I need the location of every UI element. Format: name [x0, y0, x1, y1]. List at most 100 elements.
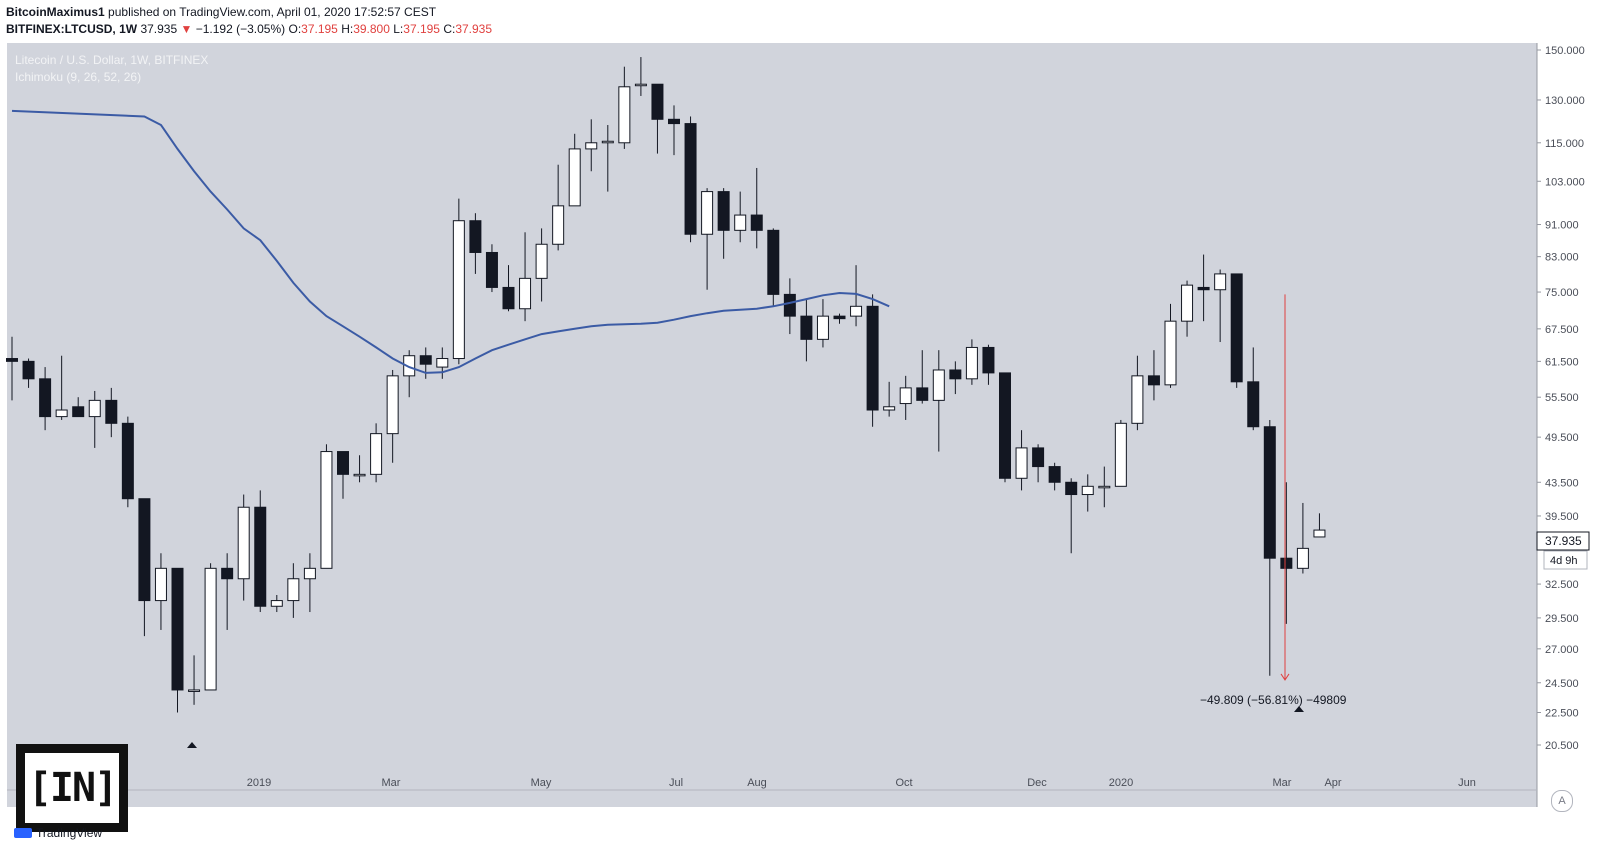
- candle[interactable]: [1230, 273, 1243, 388]
- time-tick-label: Mar: [1273, 777, 1292, 789]
- candle[interactable]: [585, 119, 598, 172]
- candle[interactable]: [72, 397, 85, 418]
- candle[interactable]: [535, 228, 548, 302]
- candle[interactable]: [932, 350, 945, 452]
- candle[interactable]: [171, 567, 184, 713]
- candle[interactable]: [1131, 355, 1144, 431]
- candle[interactable]: [469, 213, 482, 274]
- candle[interactable]: [850, 265, 863, 327]
- candle[interactable]: [883, 381, 896, 417]
- candle[interactable]: [783, 278, 796, 335]
- candle[interactable]: [386, 369, 399, 463]
- candle[interactable]: [55, 355, 68, 420]
- candle[interactable]: [916, 350, 929, 404]
- candle[interactable]: [1015, 430, 1028, 491]
- candle[interactable]: [767, 228, 780, 307]
- candle[interactable]: [154, 553, 167, 630]
- candle[interactable]: [138, 498, 151, 637]
- plot-area[interactable]: [7, 43, 1537, 807]
- candle[interactable]: [105, 387, 118, 438]
- candle[interactable]: [519, 232, 532, 322]
- candle[interactable]: [1147, 350, 1160, 401]
- candle-body: [1065, 481, 1078, 496]
- candle[interactable]: [1048, 462, 1061, 491]
- candle[interactable]: [204, 563, 217, 691]
- candle[interactable]: [452, 198, 465, 365]
- candle[interactable]: [1164, 303, 1177, 388]
- candle[interactable]: [552, 164, 565, 251]
- candle[interactable]: [899, 375, 912, 420]
- candle[interactable]: [1296, 502, 1309, 574]
- price-tick-label: 24.500: [1545, 678, 1579, 690]
- author-name[interactable]: BitcoinMaximus1: [6, 5, 105, 19]
- candle[interactable]: [1313, 513, 1326, 538]
- candle[interactable]: [1081, 474, 1094, 512]
- candle[interactable]: [121, 416, 134, 508]
- legend-indicator[interactable]: Ichimoku (9, 26, 52, 26): [15, 70, 141, 84]
- candle[interactable]: [1247, 347, 1260, 431]
- candle[interactable]: [320, 444, 333, 569]
- candle[interactable]: [1181, 280, 1194, 337]
- candle[interactable]: [1280, 482, 1293, 624]
- candle[interactable]: [668, 105, 680, 156]
- auto-scale-button[interactable]: A: [1551, 790, 1573, 812]
- candle[interactable]: [237, 494, 250, 601]
- candle-body: [270, 600, 283, 607]
- candle[interactable]: [353, 455, 366, 483]
- candle[interactable]: [982, 344, 995, 385]
- candle[interactable]: [39, 367, 52, 431]
- candle[interactable]: [502, 265, 515, 312]
- candle[interactable]: [1197, 254, 1210, 322]
- candle[interactable]: [88, 390, 101, 448]
- candle[interactable]: [221, 553, 234, 630]
- candle-body: [1214, 273, 1227, 291]
- candle[interactable]: [337, 451, 349, 499]
- candle[interactable]: [485, 244, 498, 293]
- candle[interactable]: [188, 655, 201, 705]
- candle[interactable]: [436, 347, 449, 379]
- candle[interactable]: [816, 299, 829, 348]
- candle[interactable]: [866, 294, 879, 427]
- candle[interactable]: [701, 188, 714, 290]
- candle[interactable]: [303, 553, 316, 613]
- candle[interactable]: [6, 336, 18, 401]
- candle[interactable]: [651, 83, 664, 154]
- candle-body: [303, 567, 316, 580]
- candle[interactable]: [734, 191, 747, 243]
- candle[interactable]: [254, 490, 267, 613]
- candle[interactable]: [601, 125, 614, 192]
- candle[interactable]: [568, 133, 581, 207]
- candle-body: [1280, 557, 1293, 569]
- candle[interactable]: [618, 66, 631, 149]
- time-tick-label: Apr: [1324, 777, 1341, 789]
- candle[interactable]: [800, 299, 813, 362]
- tradingview-logo[interactable]: TradingView: [14, 826, 102, 840]
- price-axis[interactable]: 150.000 130.000 115.000 103.000 91.000 83.000…: [1537, 45, 1585, 752]
- publish-text: published on TradingView.com, April 01, …: [108, 5, 437, 19]
- candle[interactable]: [684, 116, 697, 243]
- candle-body: [204, 567, 217, 691]
- candle[interactable]: [1263, 419, 1276, 676]
- candle[interactable]: [1114, 419, 1127, 487]
- candle-body: [932, 369, 945, 401]
- candle[interactable]: [370, 423, 383, 483]
- candle[interactable]: [833, 313, 846, 324]
- candle[interactable]: [1032, 444, 1045, 483]
- candle[interactable]: [1065, 478, 1078, 554]
- candle-series[interactable]: [6, 57, 1326, 713]
- candle[interactable]: [270, 594, 283, 613]
- candle[interactable]: [999, 372, 1011, 483]
- candle[interactable]: [949, 361, 962, 395]
- candle[interactable]: [965, 339, 978, 385]
- candle[interactable]: [634, 57, 647, 96]
- candle[interactable]: [22, 358, 35, 388]
- candle[interactable]: [287, 563, 300, 618]
- candle[interactable]: [1214, 269, 1227, 343]
- time-axis[interactable]: 2019 Mar May Jul Aug Oct Dec 2020 Mar Apr Jun: [247, 777, 1476, 789]
- time-tick-label: 2020: [1109, 777, 1133, 789]
- candle[interactable]: [403, 350, 416, 398]
- candle[interactable]: [750, 167, 763, 249]
- candle[interactable]: [717, 188, 730, 259]
- candle[interactable]: [1098, 466, 1111, 508]
